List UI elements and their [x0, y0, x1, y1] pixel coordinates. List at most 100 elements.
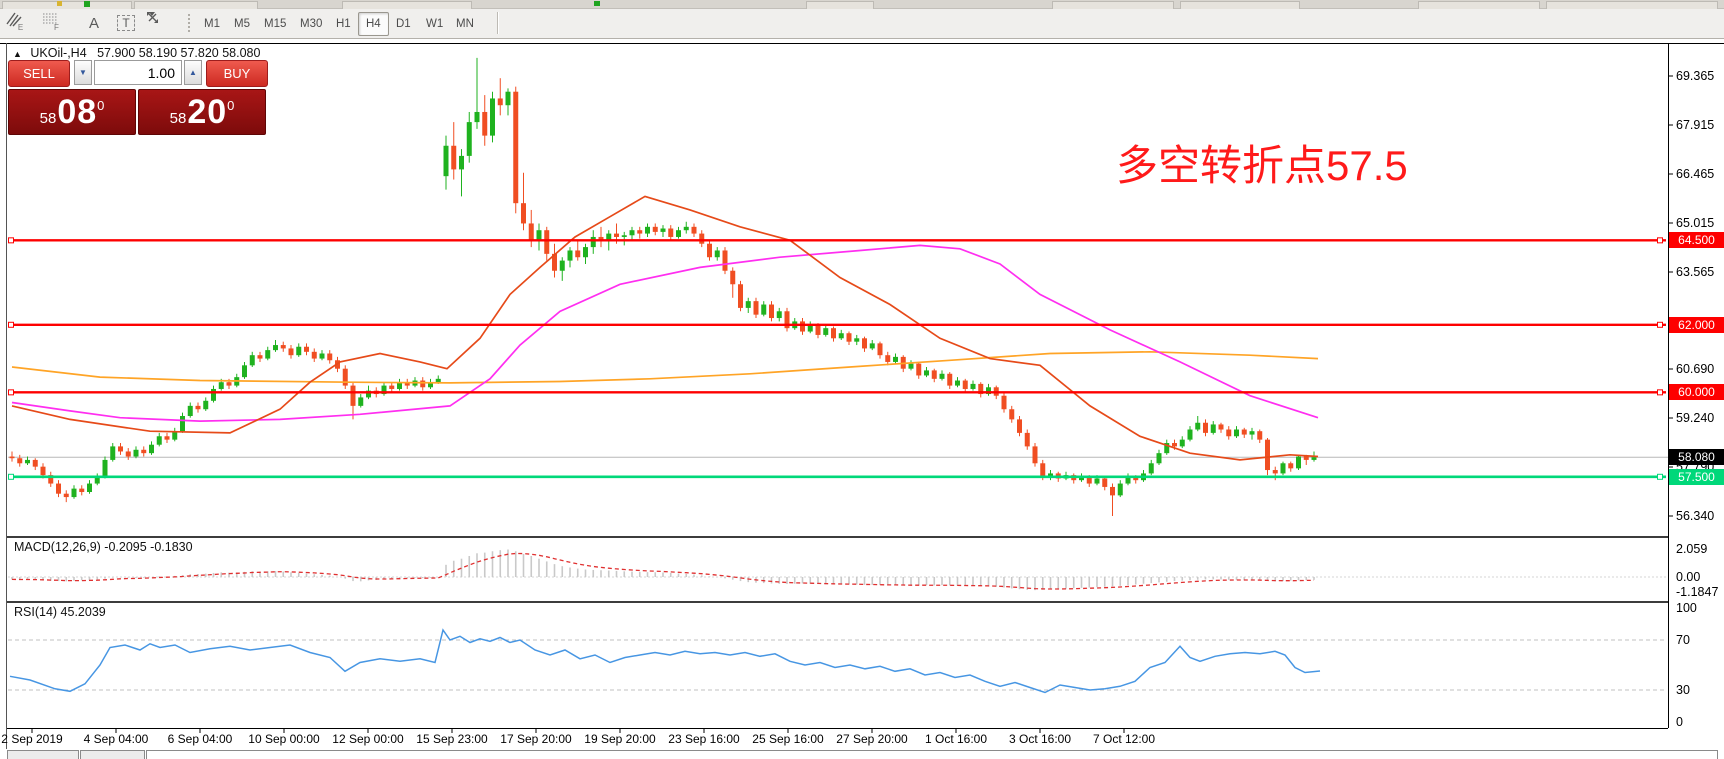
candle-body: [1024, 432, 1030, 447]
candle-body: [1311, 457, 1317, 460]
candle-body: [939, 373, 945, 379]
sell-button[interactable]: SELL: [8, 60, 70, 87]
candle-body: [404, 382, 410, 386]
date-axis-label: 27 Sep 20:00: [836, 732, 908, 746]
timeframe-button-m15[interactable]: M15: [264, 18, 287, 30]
buy-button[interactable]: BUY: [206, 60, 268, 87]
candle-body: [683, 226, 689, 231]
rsi-scale-label: 70: [1676, 633, 1690, 647]
candle-body: [668, 228, 674, 237]
candle-body: [776, 311, 782, 319]
rsi-scale-label: 100: [1676, 601, 1697, 615]
sell-price-pip: 0: [97, 97, 105, 113]
diagonal-arrows-icon: [147, 12, 158, 23]
line-handle: [1657, 389, 1663, 396]
timeframe-button-m30[interactable]: M30: [300, 18, 323, 30]
candle-body: [1257, 431, 1263, 440]
candle-body: [807, 324, 813, 332]
volume-decrease-button[interactable]: ▼: [74, 60, 92, 85]
candle-body: [924, 370, 929, 376]
candle-body: [1249, 431, 1255, 435]
candle-body: [1048, 473, 1053, 477]
candle-body: [497, 98, 503, 106]
candle-body: [32, 459, 38, 467]
buy-price-pip: 0: [227, 97, 235, 113]
candle-body: [358, 397, 364, 406]
chart-tab[interactable]: [80, 750, 145, 759]
candle-body: [629, 230, 635, 236]
volume-input[interactable]: [94, 60, 182, 85]
price-axis-label: 65.015: [1676, 216, 1715, 230]
timeframe-button-m1[interactable]: M1: [204, 18, 220, 30]
tool-letter: F: [54, 22, 59, 32]
sell-price-tile[interactable]: 58 08 0: [8, 89, 136, 135]
timeframe-button-h4[interactable]: H4: [358, 12, 389, 36]
fibonacci-grid-tool-icon[interactable]: F: [42, 11, 70, 35]
candle-body: [521, 203, 526, 224]
timeframe-button-h1[interactable]: H1: [336, 18, 351, 30]
candle-body: [691, 226, 697, 234]
candle-body: [1210, 424, 1216, 433]
symbol-title: UKOil-,H4: [30, 46, 87, 60]
text-label-tool-icon[interactable]: T: [112, 11, 140, 35]
arrows-tool-icon[interactable]: [146, 11, 186, 35]
candle-body: [389, 385, 395, 389]
chart-tab[interactable]: [7, 750, 79, 759]
candle-body: [428, 382, 433, 388]
volume-increase-button[interactable]: ▲: [184, 60, 202, 85]
candle-body: [1195, 422, 1201, 430]
timeframe-button-w1[interactable]: W1: [426, 18, 444, 30]
macd-scale-label: -1.1847: [1676, 585, 1719, 599]
candle-body: [753, 301, 759, 315]
candle-body: [1032, 446, 1038, 464]
ma-fast-vermillion: [11, 195, 1319, 461]
price-axis-label: 59.240: [1676, 411, 1715, 425]
price-badge-60.000: 60.000: [1669, 384, 1724, 400]
timeframe-button-m5[interactable]: M5: [234, 18, 250, 30]
candle-body: [87, 483, 92, 493]
candle-body: [1280, 463, 1286, 474]
time-axis-line: [7, 728, 1668, 729]
chart-window-top-border: [0, 43, 1724, 44]
date-axis-label: 10 Sep 00:00: [248, 732, 320, 746]
pane-separator-macd-rsi[interactable]: [7, 601, 1668, 603]
candle-body: [823, 328, 829, 335]
channels-drawing-tool-icon[interactable]: E: [6, 11, 34, 35]
timeframe-button-d1[interactable]: D1: [396, 18, 411, 30]
candle-body: [1079, 476, 1084, 481]
candle-body: [420, 380, 426, 388]
candle-body: [1272, 470, 1278, 474]
rsi-scale-label: 30: [1676, 683, 1690, 697]
candle-body: [273, 345, 278, 351]
toolbar-grip[interactable]: [188, 14, 193, 32]
candle-body: [931, 370, 937, 379]
candle-body: [350, 385, 356, 406]
candle-body: [156, 436, 162, 445]
candle-body: [118, 446, 123, 452]
price-badge-57.500: 57.500: [1669, 469, 1724, 485]
candle-body: [280, 345, 286, 349]
bottom-partial-tab-strip: [0, 749, 1724, 759]
symbol-ohlc-values: 57.900 58.190 57.820 58.080: [97, 46, 261, 60]
candle-body: [56, 483, 61, 494]
candle-body: [482, 111, 488, 136]
candle-body: [513, 91, 519, 204]
buy-price-prefix: 58: [169, 109, 187, 127]
candle-body: [1117, 483, 1123, 496]
chart-text-annotation[interactable]: 多空转折点57.5: [1116, 142, 1408, 189]
text-tool-icon[interactable]: A: [80, 11, 108, 35]
pane-separator-main-macd[interactable]: [7, 536, 1668, 538]
candle-body: [79, 488, 85, 493]
line-handle: [1657, 473, 1663, 480]
candle-body: [141, 449, 147, 454]
candle-body: [885, 355, 891, 362]
candle-body: [854, 338, 860, 342]
collapse-arrow-icon[interactable]: ▲: [13, 49, 22, 59]
candle-body: [172, 431, 178, 440]
rsi-line: [9, 628, 1321, 694]
chart-tab[interactable]: [146, 750, 1718, 759]
buy-price-tile[interactable]: 58 20 0: [138, 89, 266, 135]
candle-body: [474, 111, 480, 123]
timeframe-button-mn[interactable]: MN: [456, 18, 474, 30]
